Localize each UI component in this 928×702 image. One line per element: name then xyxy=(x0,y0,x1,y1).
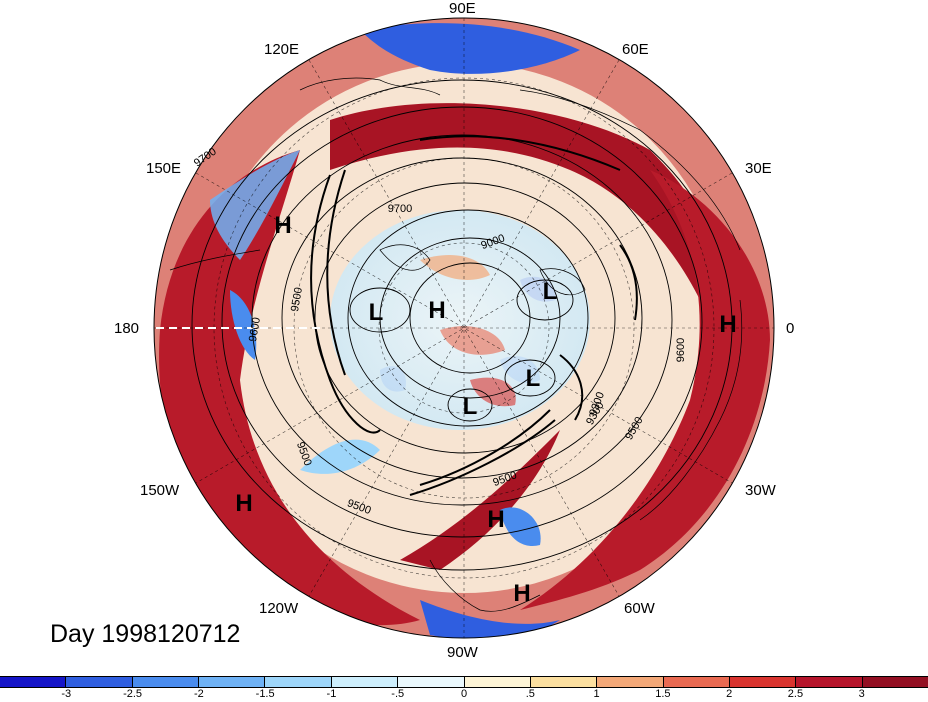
low-center-label: L xyxy=(463,393,478,420)
colorbar-tick-label: -1 xyxy=(326,688,337,700)
colorbar-tick-label: .5 xyxy=(525,688,535,700)
colorbar-tick-label: -2 xyxy=(193,688,204,700)
colorbar-swatch xyxy=(331,677,399,687)
colorbar-swatch xyxy=(530,677,598,687)
high-center-label: H xyxy=(487,506,504,533)
lon-label-180: 180 xyxy=(114,320,140,337)
colorbar-swatch xyxy=(398,677,465,687)
pressure-centers: H L H L L L H H H H xyxy=(235,212,736,607)
colorbar-swatch xyxy=(729,677,797,687)
low-center-label: L xyxy=(369,299,384,326)
lon-label-120e: 120E xyxy=(264,41,300,58)
colorbar-swatch xyxy=(265,677,332,687)
colorbar-tick-label: -.5 xyxy=(391,688,405,700)
lon-label-150e: 150E xyxy=(146,160,182,177)
colorbar-tick-label: 2.5 xyxy=(787,688,804,700)
colorbar-tick-label: -3 xyxy=(61,688,72,700)
day-label: Day 1998120712 xyxy=(50,620,241,648)
colorbar-tick-label: 1.5 xyxy=(655,688,671,700)
colorbar-swatch xyxy=(464,677,531,687)
colorbar-ticks: -3 -2.5 -2 -1.5 -1 -.5 0 .5 1 1.5 2 2.5 3 xyxy=(0,688,928,702)
colorbar-tick-label: 2 xyxy=(726,688,733,700)
colorbar-swatch xyxy=(796,677,863,687)
map-disc xyxy=(154,18,774,638)
jet-contours xyxy=(310,135,638,496)
colorbar-tick-label: 0 xyxy=(460,688,468,700)
colorbar-tick-label: -2.5 xyxy=(123,688,143,700)
colorbar-tick-label: -1.5 xyxy=(255,688,275,700)
contour-label: 9600 xyxy=(675,338,687,362)
contour-label: 9600 xyxy=(247,316,263,342)
graticule xyxy=(154,18,774,638)
high-center-label: H xyxy=(235,490,252,517)
colorbar-tick-label: 1 xyxy=(593,688,600,700)
colorbar-swatch xyxy=(132,677,200,687)
lon-label-90e: 90E xyxy=(449,0,476,17)
contour-label: 9700 xyxy=(388,203,412,215)
height-contours xyxy=(191,79,733,571)
high-center-label: H xyxy=(428,297,445,324)
high-center-label: H xyxy=(719,311,736,338)
colorbar-swatch xyxy=(597,677,664,687)
colorbar-tick-label: 3 xyxy=(858,688,865,700)
colorbar-swatch xyxy=(663,677,730,687)
lon-label-120w: 120W xyxy=(259,600,299,617)
colorbar-swatch xyxy=(0,677,67,687)
colorbar-swatch xyxy=(66,677,133,687)
lon-label-30w: 30W xyxy=(745,482,776,499)
low-center-label: L xyxy=(526,365,541,392)
lon-label-150w: 150W xyxy=(140,482,180,499)
colorbar-swatch xyxy=(199,677,266,687)
contour-label: 9500 xyxy=(289,286,305,312)
high-center-label: H xyxy=(513,580,530,607)
low-center-label: L xyxy=(543,278,558,305)
lon-label-30e: 30E xyxy=(745,160,772,177)
lon-label-60w: 60W xyxy=(624,600,655,617)
colorbar xyxy=(0,676,928,688)
lon-label-60e: 60E xyxy=(622,41,649,58)
high-center-label: H xyxy=(274,212,291,239)
lon-label-90w: 90W xyxy=(447,644,478,661)
coastlines xyxy=(169,77,743,612)
colorbar-swatch xyxy=(862,677,928,687)
lon-label-0: 0 xyxy=(786,320,795,337)
